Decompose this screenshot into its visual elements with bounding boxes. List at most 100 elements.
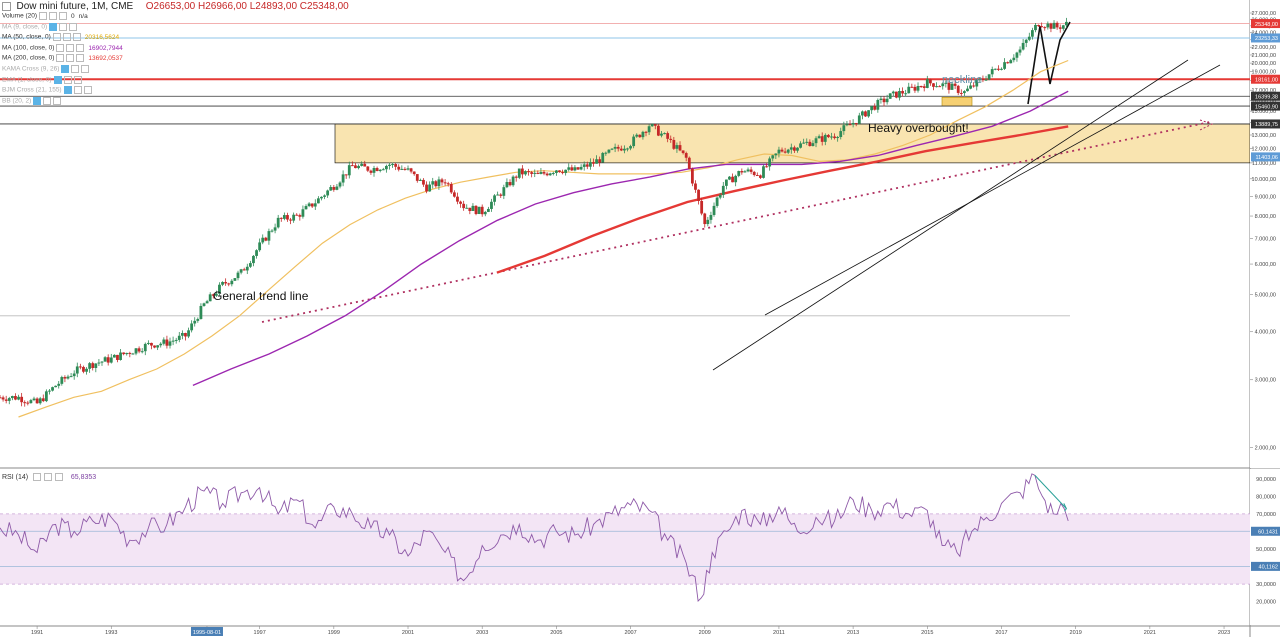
indicator-row[interactable]: MA (50, close, 0) 20316,5624 <box>2 33 119 42</box>
candle-body <box>542 172 546 174</box>
candle-body <box>1003 62 1006 69</box>
candle-body <box>499 194 503 196</box>
indicator-label: EMA (1, close, 0) <box>2 76 52 84</box>
indicator-value: 13692,0537 <box>88 55 123 63</box>
candle-body <box>57 383 61 386</box>
candle-body <box>802 142 806 144</box>
indicator-visibility-icon[interactable] <box>49 12 58 20</box>
indicator-row[interactable]: Volume (20) 0 n/a <box>2 12 88 20</box>
indicator-settings-icon[interactable] <box>52 33 61 42</box>
indicator-row[interactable]: MA (9, close, 0) <box>2 22 78 31</box>
candle-body <box>592 162 595 164</box>
candle-body <box>771 155 775 159</box>
indicator-settings-icon[interactable] <box>61 65 70 73</box>
indicator-settings-icon[interactable] <box>53 75 62 84</box>
candle-body <box>755 175 759 177</box>
indicator-visibility-icon[interactable] <box>63 75 72 84</box>
indicator-row[interactable]: MA (100, close, 0) 16902,7944 <box>2 43 123 52</box>
candle-body <box>233 278 237 281</box>
x-tick-label: 1993 <box>105 630 117 636</box>
candle-body <box>814 138 818 144</box>
y-tick-label: 4.000,00 <box>1255 330 1276 336</box>
indicator-settings-icon[interactable] <box>33 96 42 105</box>
indicator-settings-icon[interactable] <box>39 12 48 20</box>
candle-body <box>978 78 982 80</box>
candle-body <box>916 85 920 91</box>
x-tick-label: 1997 <box>254 630 266 636</box>
indicator-close-icon[interactable] <box>73 75 82 84</box>
indicator-visibility-icon[interactable] <box>71 65 80 73</box>
candle-body <box>762 166 765 178</box>
candle-body <box>106 357 110 363</box>
candle-body <box>119 352 122 360</box>
indicator-visibility-icon[interactable] <box>62 33 71 42</box>
candle-body <box>700 200 704 214</box>
ma-line-1 <box>18 59 1069 418</box>
indicator-row[interactable]: BJM Cross (21, 155) <box>2 86 92 95</box>
candle-body <box>474 205 478 214</box>
candle-body <box>888 93 892 99</box>
candle-body <box>35 398 39 404</box>
indicator-settings-icon[interactable] <box>56 54 65 63</box>
candle-body <box>820 136 824 142</box>
indicator-visibility-icon[interactable] <box>66 54 75 63</box>
indicator-close-icon[interactable] <box>83 86 92 95</box>
candle-body <box>286 215 289 220</box>
collapse-icon[interactable] <box>2 2 11 12</box>
x-tick-label: 2007 <box>624 630 636 636</box>
indicator-settings-icon[interactable] <box>63 86 72 95</box>
candle-body <box>508 182 512 186</box>
x-tick-label: 2021 <box>1144 630 1156 636</box>
y-tick-label: 13.000,00 <box>1252 133 1276 139</box>
indicator-close-icon[interactable] <box>81 65 90 73</box>
price-marker <box>1251 74 1280 84</box>
candle-body <box>397 166 401 170</box>
candle-body <box>41 398 45 402</box>
indicator-close-icon[interactable] <box>72 33 81 42</box>
candle-body <box>63 377 67 379</box>
indicator-close-icon[interactable] <box>76 43 85 52</box>
candle-body <box>663 133 666 135</box>
indicator-settings-icon[interactable] <box>56 43 65 52</box>
candle-body <box>752 171 756 176</box>
price-marker-label: 13889,75 <box>1255 122 1278 128</box>
candle-body <box>740 171 744 173</box>
close-value: C25348,00 <box>299 1 349 12</box>
indicator-close-icon[interactable] <box>53 96 62 105</box>
indicator-settings-icon[interactable] <box>49 22 58 31</box>
indicator-value: 0 <box>71 12 75 20</box>
rsi-close-icon[interactable] <box>54 473 63 481</box>
candle-body <box>26 402 30 404</box>
indicator-row[interactable]: BB (20, 2) <box>2 96 62 105</box>
indicator-close-icon[interactable] <box>59 12 68 20</box>
candle-body <box>363 163 367 167</box>
y-tick-label: 8.000,00 <box>1255 214 1276 220</box>
indicator-row[interactable]: MA (200, close, 0) 13692,0537 <box>2 54 123 63</box>
rsi-tick-label: 50,0000 <box>1256 547 1276 553</box>
indicator-visibility-icon[interactable] <box>59 22 68 31</box>
candle-body <box>990 69 994 75</box>
rsi-visibility-icon[interactable] <box>43 473 52 481</box>
indicator-close-icon[interactable] <box>69 22 78 31</box>
indicator-visibility-icon[interactable] <box>73 86 82 95</box>
candle-body <box>588 162 592 167</box>
indicator-visibility-icon[interactable] <box>66 43 75 52</box>
rsi-divergence-arrow <box>1063 503 1067 512</box>
candle-body <box>1015 52 1019 58</box>
candle-body <box>941 83 945 87</box>
candle-body <box>576 167 580 170</box>
open-value: O26653,00 <box>145 1 196 12</box>
indicator-row[interactable]: EMA (1, close, 0) <box>2 75 82 84</box>
candle-body <box>295 214 299 216</box>
candle-body <box>307 203 311 207</box>
indicator-close-icon[interactable] <box>76 54 85 63</box>
rsi-marker-label: 40,1162 <box>1259 565 1278 571</box>
candle-body <box>1030 30 1034 37</box>
candle-body <box>765 166 768 168</box>
rsi-settings-icon[interactable] <box>33 473 42 481</box>
indicator-visibility-icon[interactable] <box>43 96 52 105</box>
candle-body <box>199 305 203 319</box>
y-tick-label: 10.000,00 <box>1252 177 1276 183</box>
indicator-row[interactable]: KAMA Cross (9, 26) <box>2 65 90 73</box>
